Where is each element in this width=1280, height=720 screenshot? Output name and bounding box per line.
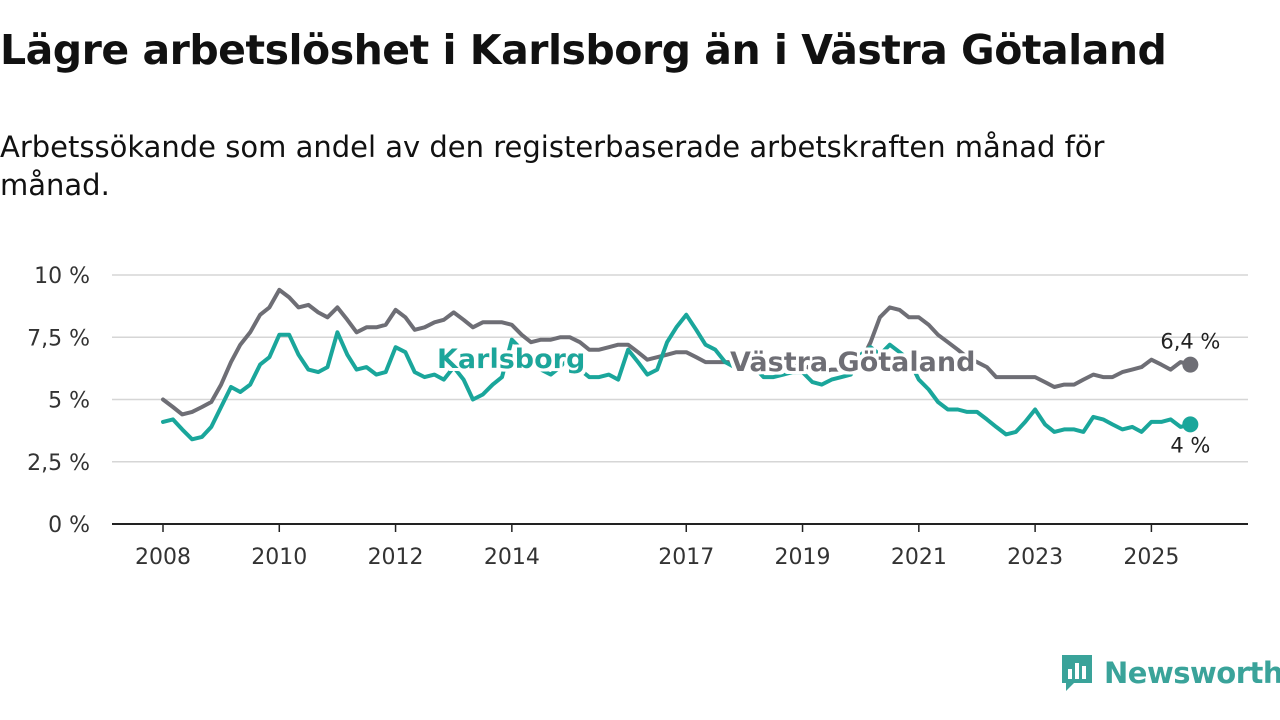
end-point-v-stra-g-taland	[1182, 356, 1199, 373]
series-labels: Västra Götaland Karlsborg 6,4 % 4 %	[437, 330, 1220, 458]
x-tick-label: 2008	[135, 545, 191, 570]
y-tick-label: 2,5 %	[27, 451, 90, 476]
y-tick-label: 7,5 %	[27, 326, 90, 351]
newsworthy-logo-text: Newsworthy	[1104, 656, 1280, 690]
chart-subtitle: Arbetssökande som andel av den registerb…	[0, 130, 1105, 202]
y-tick-label: 5 %	[48, 389, 90, 414]
y-tick-label: 10 %	[34, 264, 90, 289]
newsworthy-logo: Newsworthy	[1060, 652, 1280, 694]
series-line-karlsborg	[161, 312, 1193, 442]
series-label-karlsborg: Karlsborg	[437, 344, 585, 375]
end-value-label-vastra-gotaland: 6,4 %	[1160, 330, 1220, 354]
x-tick-label: 2017	[658, 545, 714, 570]
axes: 0 % 2,5 % 5 % 7,5 % 10 % 2008 2010 2012 2014 2017…	[27, 264, 1248, 570]
x-tick-label: 2010	[251, 545, 307, 570]
x-tick-label: 2025	[1123, 545, 1179, 570]
end-value-label-karlsborg: 4 %	[1170, 433, 1210, 457]
newsworthy-logo-icon	[1062, 655, 1092, 691]
end-point-karlsborg	[1182, 416, 1199, 433]
x-tick-label: 2021	[891, 545, 947, 570]
chart-title: Lägre arbetslöshet i Karlsborg än i Väst…	[0, 26, 1167, 74]
x-tick-label: 2023	[1007, 545, 1063, 570]
gridlines	[112, 274, 1248, 463]
series-label-vastra-gotaland: Västra Götaland	[730, 347, 975, 378]
x-tick-label: 2014	[484, 545, 540, 570]
series-line-v-stra-g-taland	[161, 287, 1193, 417]
x-tick-label: 2019	[775, 545, 831, 570]
series-lines	[161, 287, 1199, 442]
x-tick-label: 2012	[368, 545, 424, 570]
y-tick-label: 0 %	[48, 513, 90, 538]
